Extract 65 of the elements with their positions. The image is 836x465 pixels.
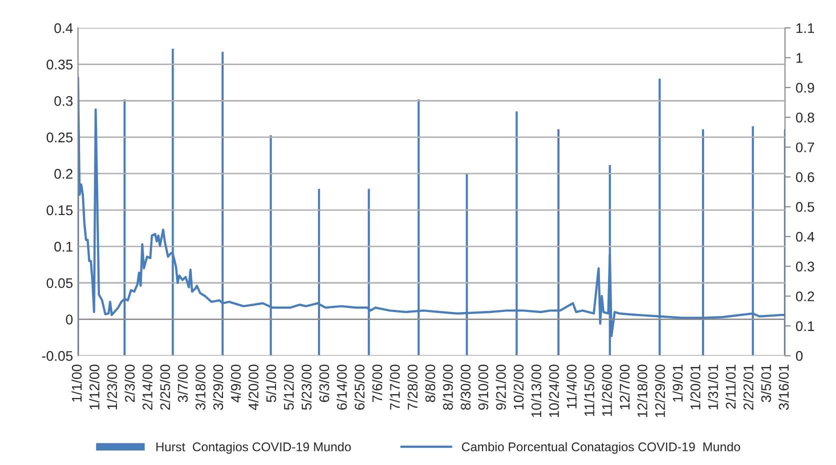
y-tick-label: 0.3 [54,96,73,106]
x-tick-label: 3/16/01 [778,364,789,410]
x-tick-label: 11/26/00 [602,364,612,416]
legend-label: Hurst Contagios COVID-19 Mundo [156,442,351,454]
y2-tick-label: 0 [796,351,803,361]
y2-tick-label: 0.5 [796,202,814,212]
x-tick-label: 3/18/00 [195,364,206,410]
x-tick-label: 10/13/00 [531,364,542,418]
x-tick-label: 1/9/01 [672,364,683,402]
x-tick-label: 2/25/00 [160,364,170,410]
y2-tick-label: 1.1 [796,23,814,33]
y-tick-label: 0.15 [46,205,73,216]
x-tick-label: 1/20/01 [690,364,700,410]
x-tick-label: 6/25/00 [354,364,365,410]
y2-tick-label: 0.4 [796,232,814,242]
y-tick-label: 0.05 [46,278,73,288]
x-tick-label: 1/1/00 [72,364,82,402]
x-tick-label: 11/4/00 [566,364,577,408]
x-tick-label: 12/18/00 [637,364,648,418]
x-tick-label: 10/2/00 [513,364,524,410]
x-tick-label: 7/6/00 [372,364,382,402]
y2-tick-label: 0.3 [796,262,814,272]
x-tick-label: 8/19/00 [442,364,453,410]
x-tick-label: 11/15/00 [584,364,594,416]
x-tick-label: 8/30/00 [460,364,471,410]
x-tick-label: 9/21/00 [496,364,506,410]
y2-tick-label: 0.9 [796,82,814,93]
x-tick-label: 8/8/00 [425,364,436,402]
y2-tick-label: 0.6 [796,172,814,182]
y-tick-label: 0.2 [54,168,72,179]
y2-tick-label: 1 [796,53,802,63]
y2-tick-label: 0.2 [796,291,814,302]
y-tick-label: 0 [66,314,73,324]
y-tick-label: 0.35 [46,60,73,70]
y-tick-label: 0.1 [54,242,72,252]
x-tick-label: 3/5/01 [760,364,772,402]
x-tick-label: 6/3/00 [318,364,330,402]
x-tick-label: 5/23/00 [301,364,312,410]
x-tick-label: 4/20/00 [248,364,258,410]
x-tick-label: 6/14/00 [336,364,347,410]
x-tick-label: 3/7/00 [178,364,188,402]
x-tick-label: 10/24/00 [548,364,559,418]
y-tick-label: 0.25 [46,132,73,142]
x-tick-label: 2/14/00 [142,364,152,410]
x-tick-label: 9/10/00 [478,364,488,410]
y2-tick-label: 0.7 [796,142,814,152]
x-tick-label: 1/12/00 [89,364,100,410]
y2-tick-label: 0.8 [796,112,814,122]
x-tick-label: 5/1/00 [266,364,276,402]
y2-tick-label: 0.1 [796,321,814,332]
x-tick-label: 4/9/00 [230,364,241,402]
x-tick-label: 2/11/01 [726,364,736,409]
x-tick-label: 2/3/00 [124,364,135,402]
y-tick-label: -0.05 [42,351,73,361]
x-tick-label: 12/29/00 [654,364,666,418]
legend-label: Cambio Porcentual Conatagios COVID-19 Mundo [462,442,740,454]
x-tick-label: 1/23/00 [106,364,118,410]
x-tick-label: 7/17/00 [390,364,400,410]
x-tick-label: 3/29/00 [212,364,224,410]
y-tick-label: 0.4 [54,23,73,34]
x-tick-label: 12/7/00 [619,364,630,410]
x-tick-label: 7/28/00 [407,364,418,410]
x-tick-label: 5/12/00 [284,364,294,410]
x-tick-label: 1/31/01 [708,364,718,410]
x-tick-label: 2/22/01 [743,364,754,410]
